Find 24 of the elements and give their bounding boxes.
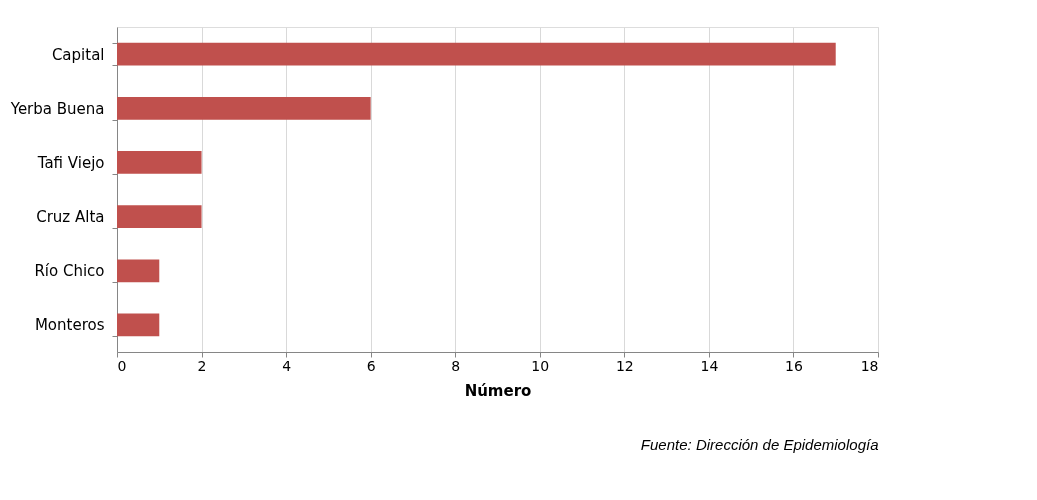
x-tick-label: 14 (700, 357, 719, 374)
bar (117, 259, 160, 283)
x-tick-label: 0 (117, 357, 127, 374)
x-tick-label: 2 (197, 357, 207, 374)
bar (117, 151, 202, 174)
x-tick-label: 18 (860, 357, 879, 374)
bar (117, 96, 371, 120)
y-tick-label: Yerba Buena (9, 99, 105, 118)
y-tick-label: Monteros (34, 316, 105, 335)
source-note: Fuente: Dirección de Epidemiología (640, 436, 879, 453)
bar (117, 313, 160, 337)
y-tick-label: Cruz Alta (36, 208, 105, 227)
bar (117, 42, 836, 66)
x-tick-label: 4 (282, 357, 292, 374)
y-tick-label: Tafi Viejo (36, 153, 105, 172)
x-tick-label: 8 (451, 357, 461, 374)
bar (117, 205, 202, 228)
y-tick-label: Capital (51, 45, 105, 64)
x-tick-label: 16 (785, 357, 803, 374)
x-axis-title: Número (464, 381, 532, 400)
x-tick-label: 10 (531, 357, 550, 374)
x-tick-label: 6 (366, 357, 376, 374)
y-tick-label: Río Chico (34, 262, 105, 281)
x-tick-label: 12 (615, 357, 634, 374)
